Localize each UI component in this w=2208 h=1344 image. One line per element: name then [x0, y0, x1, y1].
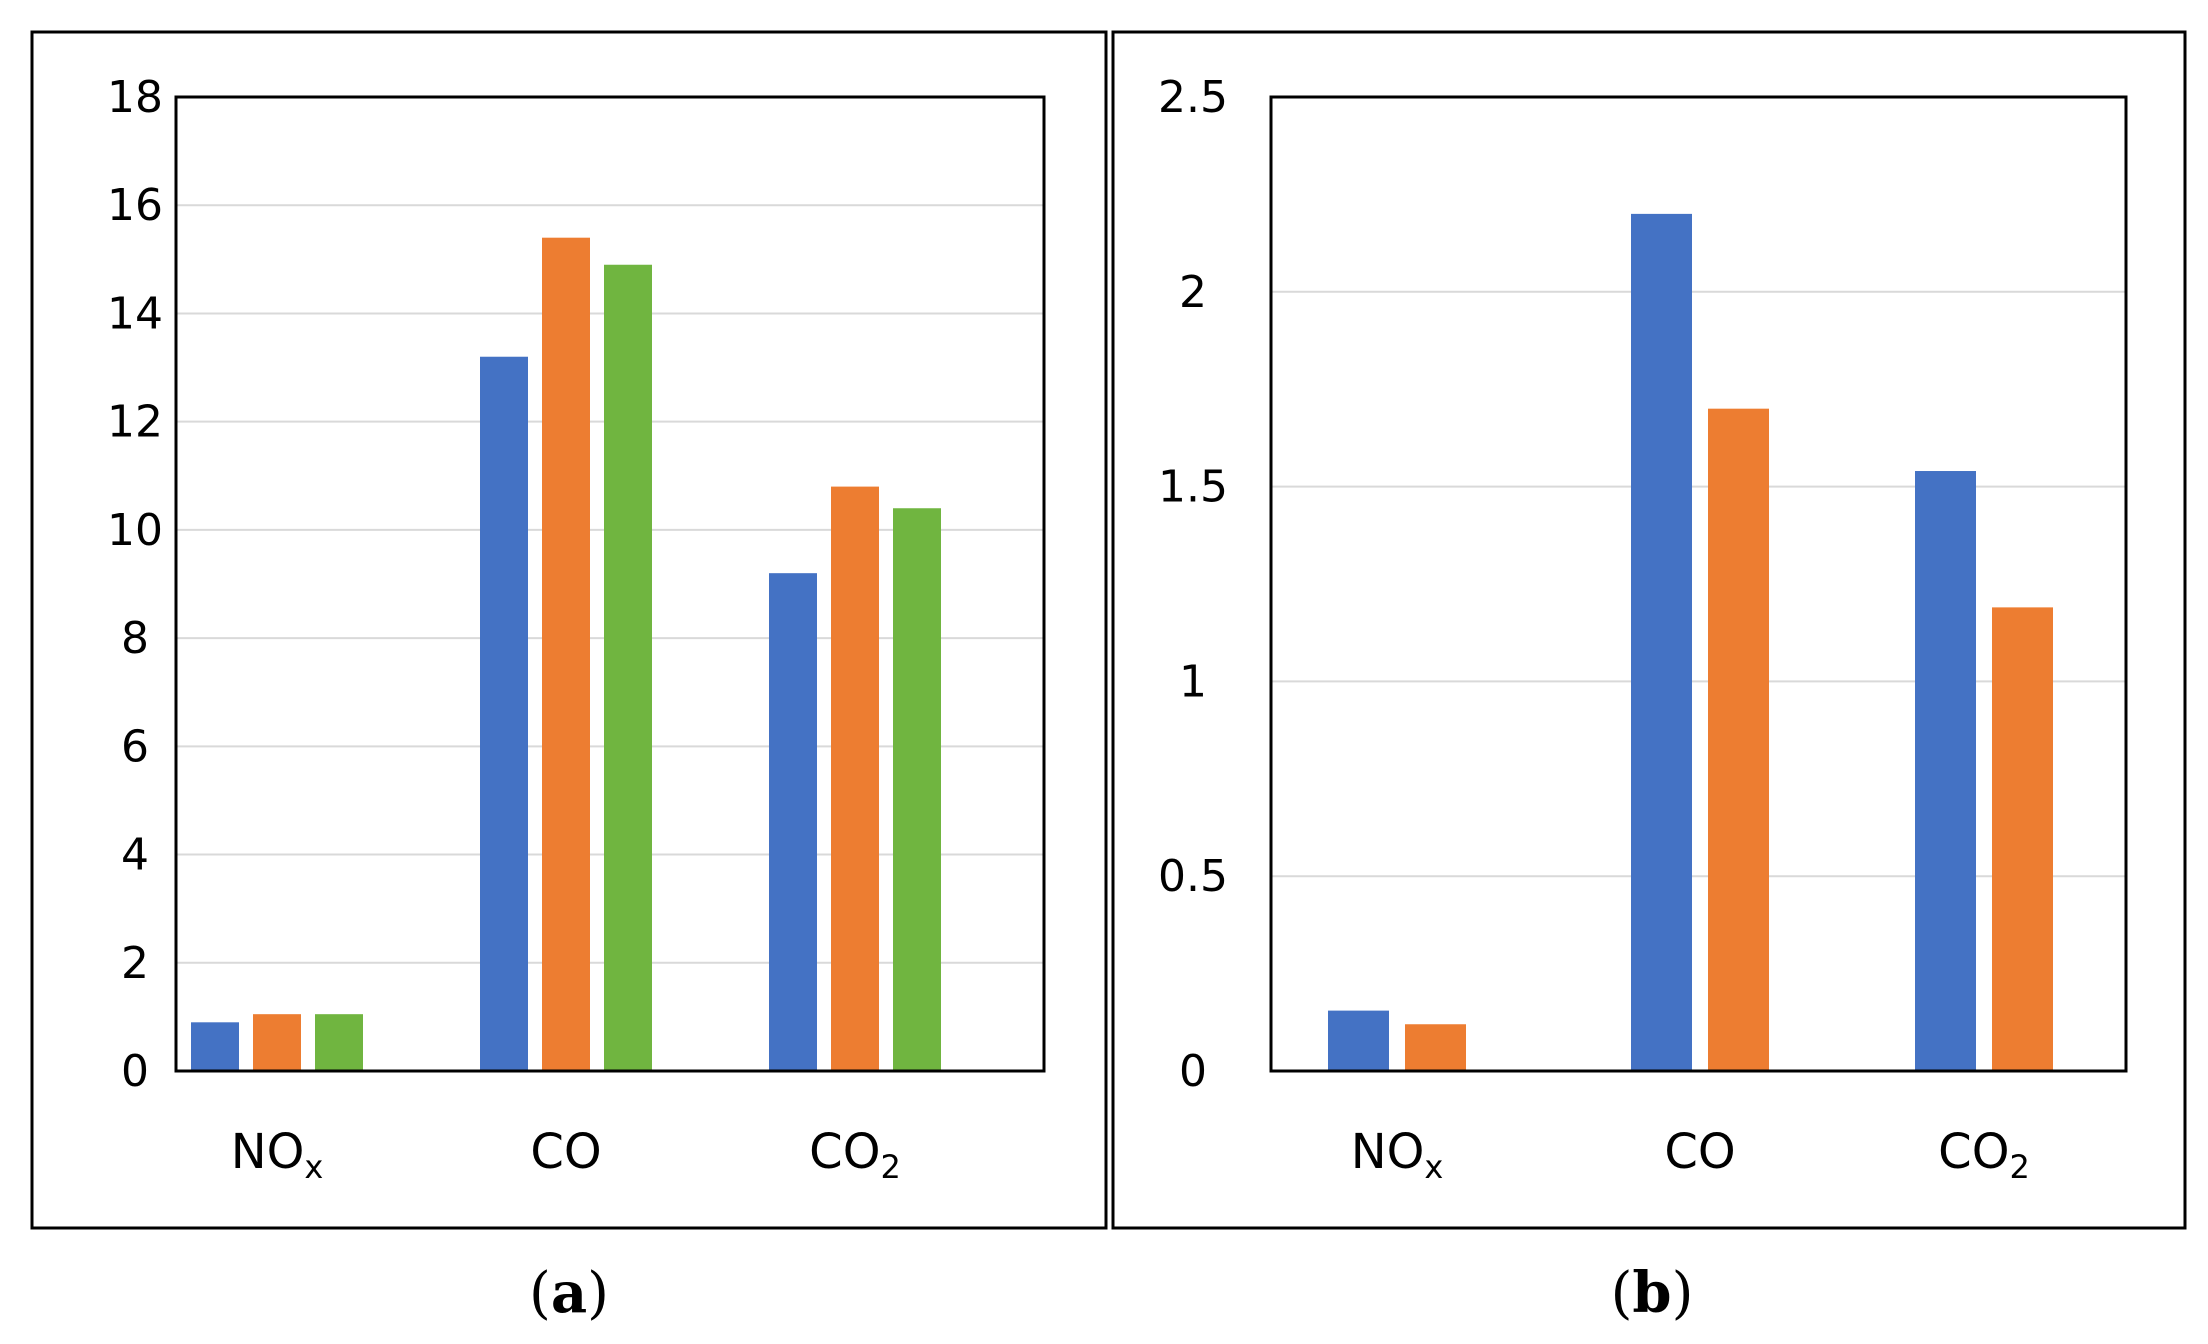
category-label: NOx — [231, 1124, 324, 1186]
panel-b-bars — [1328, 213, 2053, 1071]
panel-b-caption-label: b — [1632, 1260, 1671, 1326]
bar-series-1-co2 — [1915, 471, 1976, 1071]
bar-series-2-co2 — [1992, 607, 2053, 1071]
y-tick-label: 0.5 — [1158, 851, 1228, 902]
bar-series-2-co — [542, 237, 590, 1071]
y-tick-label: 6 — [121, 721, 149, 772]
bar-series-1-co2 — [769, 573, 817, 1071]
y-tick-label: 14 — [107, 288, 163, 339]
category-label-subscript: x — [304, 1148, 323, 1186]
panel-b: 00.511.522.5 NOx CO CO2 (b) — [1111, 30, 2187, 1326]
bar-series-1-co — [480, 356, 528, 1071]
y-tick-label: 10 — [107, 505, 163, 556]
panel-b-border — [1111, 30, 2187, 1230]
y-tick-label: 2.5 — [1158, 72, 1228, 123]
panel-a-border — [30, 30, 1108, 1230]
panel-a-caption-label: a — [551, 1260, 587, 1326]
panel-b-caption: (b) — [1611, 1260, 1694, 1326]
bar-series-3-co — [604, 264, 652, 1071]
y-tick-label: 12 — [107, 397, 163, 448]
y-tick-label: 1.5 — [1158, 462, 1228, 513]
panel-b-category-labels: NOx CO CO2 — [1351, 1124, 2030, 1186]
bar-series-2-nox — [1405, 1024, 1466, 1071]
panel-b-y-tick-labels: 0 0.5 1 1.5 2 2.5 — [1158, 72, 1228, 1097]
category-label: CO — [530, 1124, 601, 1180]
panel-a-category-labels: NOx CO CO2 — [231, 1124, 901, 1186]
category-label: NOx — [1351, 1124, 1444, 1186]
category-label: CO2 — [809, 1124, 901, 1186]
panel-b-gridlines — [1271, 290, 2126, 878]
y-tick-label: 0 — [1179, 1046, 1207, 1097]
panel-a-y-tick-labels: 0 2 4 6 8 10 12 14 16 18 — [107, 72, 163, 1097]
y-tick-label: 0 — [121, 1046, 149, 1097]
category-label-main: CO — [530, 1124, 601, 1180]
bar-series-1-nox — [1328, 1010, 1389, 1071]
y-tick-label: 8 — [121, 613, 149, 664]
category-label-main: CO — [1938, 1124, 2009, 1180]
y-tick-label: 16 — [107, 180, 163, 231]
category-label-main: CO — [1664, 1124, 1735, 1180]
y-tick-label: 2 — [1179, 267, 1207, 318]
y-tick-label: 4 — [121, 830, 149, 881]
bar-series-2-co — [1708, 408, 1769, 1071]
bar-series-2-nox — [253, 1014, 301, 1071]
panel-a-plot-frame — [174, 95, 1046, 1073]
category-label-subscript: x — [1424, 1148, 1443, 1186]
category-label-main: NO — [1351, 1124, 1425, 1180]
category-label-subscript: 2 — [880, 1148, 900, 1186]
y-tick-label: 2 — [121, 938, 149, 989]
category-label-main: CO — [809, 1124, 880, 1180]
bar-series-1-nox — [191, 1022, 239, 1071]
category-label-subscript: 2 — [2009, 1148, 2029, 1186]
bar-series-1-co — [1631, 213, 1692, 1071]
category-label: CO — [1664, 1124, 1735, 1180]
y-tick-label: 1 — [1179, 656, 1207, 707]
y-tick-label: 18 — [107, 72, 163, 123]
panel-b-plot-frame — [1269, 95, 2128, 1073]
category-label: CO2 — [1938, 1124, 2030, 1186]
panel-a-caption: (a) — [529, 1260, 609, 1326]
bar-series-2-co2 — [831, 486, 879, 1072]
category-label-main: NO — [231, 1124, 305, 1180]
panel-a-bars — [191, 237, 941, 1072]
bar-series-3-nox — [315, 1014, 363, 1071]
bar-series-3-co2 — [893, 508, 941, 1071]
